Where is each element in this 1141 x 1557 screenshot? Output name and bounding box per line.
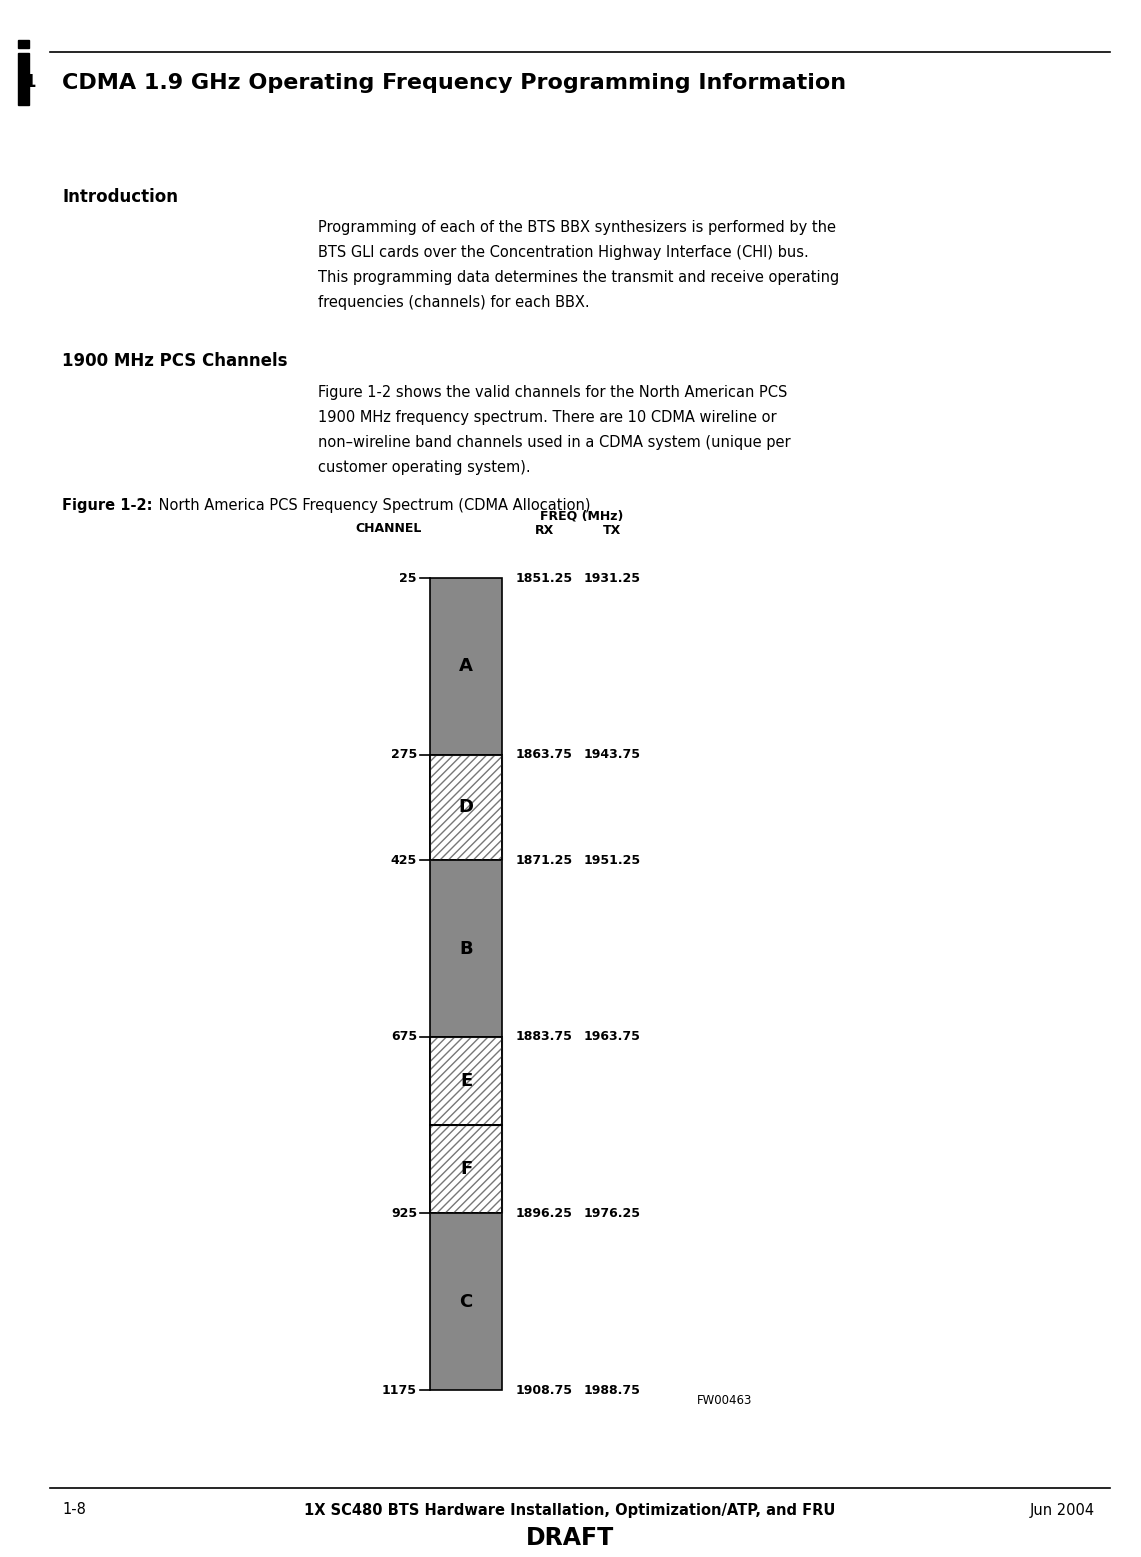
Text: 1951.25: 1951.25 [583,853,640,867]
Text: CHANNEL: CHANNEL [356,522,422,534]
Text: FREQ (MHz): FREQ (MHz) [541,509,624,523]
Text: RX: RX [534,523,553,537]
Text: CDMA 1.9 GHz Operating Frequency Programming Information: CDMA 1.9 GHz Operating Frequency Program… [62,73,847,93]
Text: Figure 1-2:: Figure 1-2: [62,498,153,512]
Bar [430,755,502,861]
Text: E: E [460,1073,472,1090]
Bar [18,53,29,104]
Bar [430,755,502,861]
Text: Figure 1-2 shows the valid channels for the North American PCS: Figure 1-2 shows the valid channels for … [318,385,787,400]
Bar [430,1126,502,1213]
Bar [430,755,502,861]
Text: TX: TX [602,523,621,537]
Text: 1931.25: 1931.25 [583,571,640,584]
Text: Introduction: Introduction [62,188,178,206]
Text: 1900 MHz PCS Channels: 1900 MHz PCS Channels [62,352,288,371]
Bar [430,1037,502,1126]
Text: 25: 25 [399,571,416,584]
Text: F: F [460,1160,472,1179]
Text: 1883.75: 1883.75 [516,1031,573,1043]
Bar [18,40,29,48]
Text: 1896.25: 1896.25 [516,1207,573,1221]
Bar [430,1037,502,1126]
Text: 1851.25: 1851.25 [516,571,573,584]
Text: 1-8: 1-8 [62,1503,86,1518]
Text: 1175: 1175 [382,1384,416,1397]
Text: Programming of each of the BTS BBX synthesizers is performed by the: Programming of each of the BTS BBX synth… [318,220,836,235]
Text: 1943.75: 1943.75 [583,747,640,761]
Text: 1: 1 [24,73,35,90]
Text: 925: 925 [391,1207,416,1221]
Text: 425: 425 [390,853,416,867]
Text: Jun 2004: Jun 2004 [1030,1503,1095,1518]
Text: 675: 675 [391,1031,416,1043]
Text: 1963.75: 1963.75 [583,1031,640,1043]
Text: D: D [459,799,474,816]
Text: 1988.75: 1988.75 [583,1384,640,1397]
Bar [430,1213,502,1390]
Text: 1X SC480 BTS Hardware Installation, Optimization/ATP, and FRU: 1X SC480 BTS Hardware Installation, Opti… [305,1503,835,1518]
Text: North America PCS Frequency Spectrum (CDMA Allocation): North America PCS Frequency Spectrum (CD… [154,498,591,512]
Text: 1900 MHz frequency spectrum. There are 10 CDMA wireline or: 1900 MHz frequency spectrum. There are 1… [318,409,777,425]
Text: FW00463: FW00463 [697,1394,752,1406]
Text: frequencies (channels) for each BBX.: frequencies (channels) for each BBX. [318,294,590,310]
Bar [430,861,502,1037]
Bar [430,1037,502,1126]
Text: 1908.75: 1908.75 [516,1384,573,1397]
Text: C: C [460,1292,472,1311]
Text: non–wireline band channels used in a CDMA system (unique per: non–wireline band channels used in a CDM… [318,434,791,450]
Bar [430,1126,502,1213]
Text: 275: 275 [390,747,416,761]
Bar [430,578,502,755]
Text: 1863.75: 1863.75 [516,747,573,761]
Text: 1976.25: 1976.25 [583,1207,640,1221]
Text: B: B [459,940,472,958]
Text: A: A [459,657,472,676]
Text: DRAFT: DRAFT [526,1526,614,1551]
Bar [430,1126,502,1213]
Text: This programming data determines the transmit and receive operating: This programming data determines the tra… [318,269,840,285]
Text: customer operating system).: customer operating system). [318,459,531,475]
Text: 1871.25: 1871.25 [516,853,573,867]
Text: BTS GLI cards over the Concentration Highway Interface (CHI) bus.: BTS GLI cards over the Concentration Hig… [318,244,809,260]
